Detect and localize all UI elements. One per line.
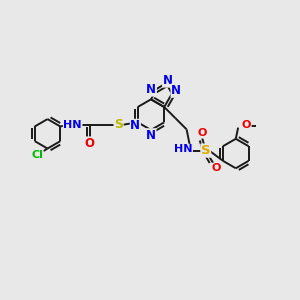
Text: Cl: Cl: [31, 150, 43, 160]
Text: O: O: [197, 128, 207, 138]
Text: S: S: [114, 118, 123, 131]
Text: O: O: [85, 137, 95, 150]
Text: N: N: [146, 83, 156, 96]
Text: O: O: [242, 120, 251, 130]
Text: O: O: [212, 163, 221, 173]
Text: N: N: [130, 119, 140, 132]
Text: HN: HN: [63, 120, 82, 130]
Text: S: S: [201, 144, 211, 157]
Text: HN: HN: [174, 144, 192, 154]
Text: N: N: [146, 129, 156, 142]
Text: N: N: [171, 84, 181, 97]
Text: N: N: [163, 74, 172, 87]
